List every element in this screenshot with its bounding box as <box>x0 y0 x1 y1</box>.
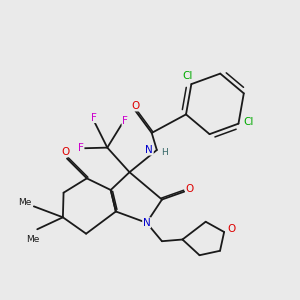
Text: F: F <box>122 116 128 126</box>
Text: N: N <box>146 145 153 155</box>
Text: Cl: Cl <box>182 70 192 81</box>
Text: O: O <box>131 101 140 111</box>
Text: Me: Me <box>19 199 32 208</box>
Text: N: N <box>143 218 151 228</box>
Text: F: F <box>78 143 84 153</box>
Text: O: O <box>61 147 69 157</box>
Text: H: H <box>161 148 168 157</box>
Text: O: O <box>186 184 194 194</box>
Text: Me: Me <box>26 236 40 244</box>
Text: Cl: Cl <box>244 117 254 127</box>
Text: O: O <box>227 224 236 234</box>
Text: F: F <box>92 112 97 122</box>
